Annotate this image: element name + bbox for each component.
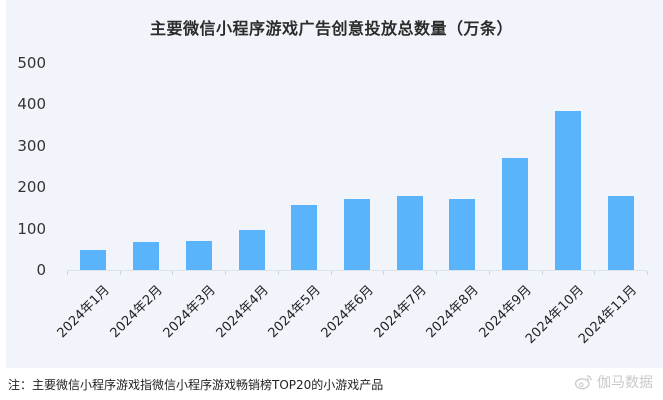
- bar: [291, 205, 317, 270]
- bar: [502, 158, 528, 270]
- x-tick-mark: [172, 271, 173, 275]
- x-tick-mark: [278, 271, 279, 275]
- x-tick-mark: [436, 271, 437, 275]
- watermark: 伽马数据: [575, 372, 653, 392]
- y-tick-label: 0: [36, 261, 46, 279]
- y-tick-label: 300: [17, 136, 46, 155]
- bar: [133, 242, 159, 270]
- weibo-icon: [575, 375, 592, 390]
- x-tick-mark: [225, 271, 226, 275]
- bar: [397, 196, 423, 270]
- x-tick-mark: [594, 271, 595, 275]
- bar: [608, 196, 634, 270]
- y-tick-label: 200: [17, 178, 46, 197]
- x-tick-mark: [67, 271, 68, 275]
- x-tick-mark: [120, 271, 121, 275]
- x-tick-mark: [489, 271, 490, 275]
- bar: [555, 111, 581, 270]
- bar: [186, 241, 212, 270]
- bar: [449, 199, 475, 270]
- watermark-text: 伽马数据: [597, 375, 653, 391]
- bar: [239, 230, 265, 270]
- y-tick-label: 100: [17, 219, 46, 238]
- y-tick-label: 400: [17, 95, 46, 114]
- x-tick-mark: [331, 271, 332, 275]
- x-tick-mark: [542, 271, 543, 275]
- footnote: 注：主要微信小程序游戏指微信小程序游戏畅销榜TOP20的小游戏产品: [8, 378, 384, 392]
- bar: [80, 250, 106, 270]
- x-tick-mark: [647, 271, 648, 275]
- chart-panel: [6, 0, 663, 368]
- x-tick-mark: [383, 271, 384, 275]
- bar: [344, 199, 370, 270]
- x-axis-line: [67, 270, 647, 271]
- chart-title: 主要微信小程序游戏广告创意投放总数量（万条）: [149, 19, 513, 38]
- y-tick-label: 500: [17, 54, 46, 72]
